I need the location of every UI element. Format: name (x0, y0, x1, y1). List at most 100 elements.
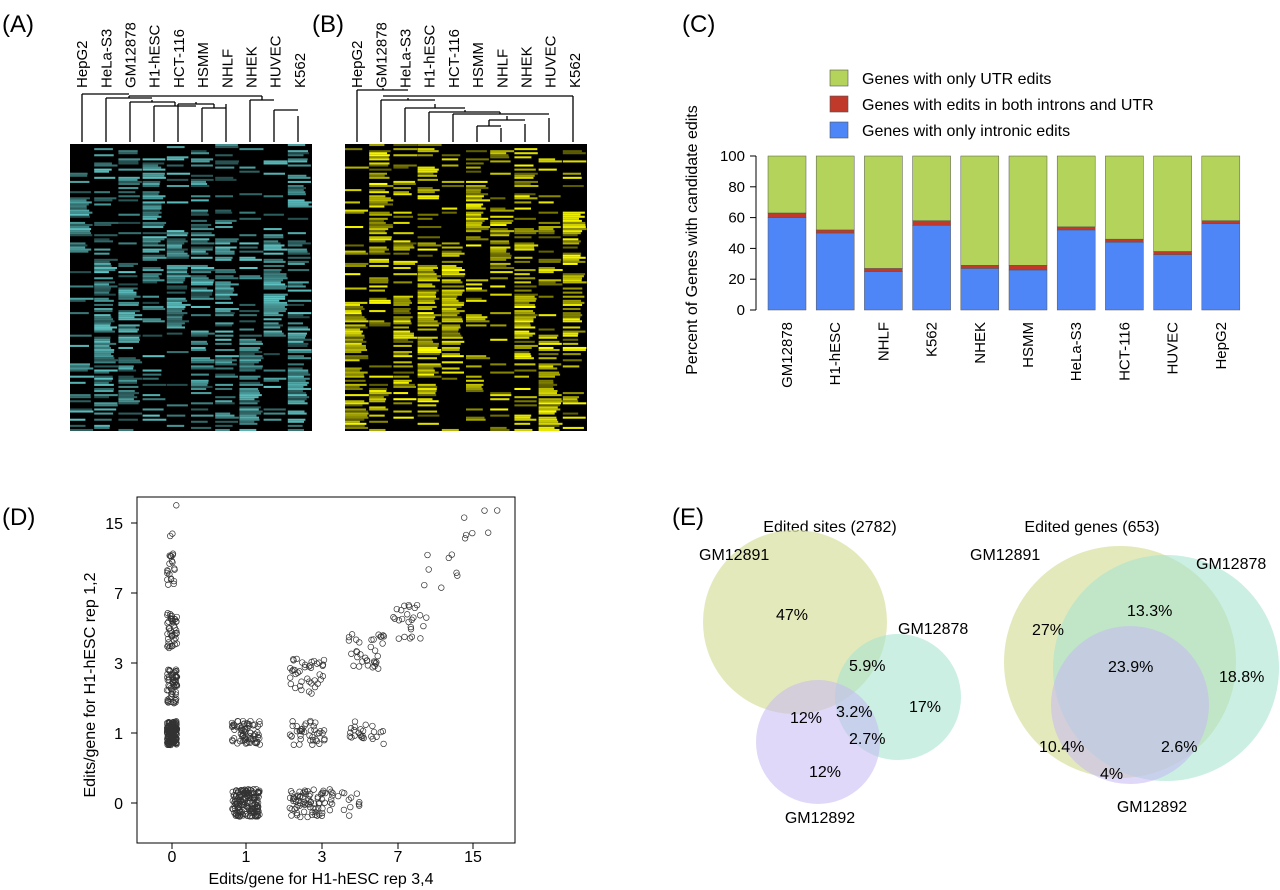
scatter-point (171, 719, 178, 727)
scatter-y-tick-label: 7 (114, 586, 123, 603)
heatmap-b-cell (538, 230, 555, 233)
heatmap-b-cell (514, 369, 537, 372)
heatmap-b-cell (441, 371, 464, 374)
venn-genes-title: Edited genes (653) (1024, 519, 1159, 536)
scatter-point (291, 806, 298, 813)
heatmap-b-cell (393, 246, 415, 249)
heatmap-b-cell (490, 264, 507, 267)
heatmap-b-cell (466, 416, 485, 419)
heatmap-b-cell (417, 174, 437, 177)
heatmap-b-cell (345, 326, 368, 329)
heatmap-a-cell (142, 191, 160, 194)
heatmap-b-cell (393, 242, 417, 245)
scatter-point (164, 576, 171, 583)
heatmap-b-cell (538, 406, 558, 409)
bar-segment (912, 225, 951, 311)
heatmap-b-cell (417, 349, 442, 352)
heatmap-a-cell (239, 381, 261, 384)
scatter-point (167, 532, 174, 540)
heatmap-b-cell (466, 279, 489, 282)
heatmap-b-cell (562, 273, 586, 276)
scatter-point (317, 676, 324, 683)
heatmap-b-cell (417, 297, 440, 300)
scatter-point (171, 677, 178, 685)
heatmap-b-cell (345, 287, 367, 290)
heatmap-a-cell (142, 242, 159, 245)
scatter-point (165, 674, 173, 681)
heatmap-a-cell (118, 385, 139, 388)
heatmap-b-cell (441, 361, 463, 364)
heatmap-b-cell (490, 271, 513, 274)
scatter-point (453, 569, 460, 576)
scatter-point (171, 641, 178, 648)
scatter-point (393, 605, 400, 613)
heatmap-a-cell (166, 303, 191, 306)
heatmap-a-cell (191, 264, 208, 267)
heatmap-a-cell (215, 338, 232, 341)
heatmap-b-cell (538, 385, 554, 388)
heatmap-a-cell (191, 287, 208, 290)
heatmap-b-cell (369, 258, 389, 261)
heatmap-a-cell (215, 275, 234, 278)
heatmap-b-cell (345, 264, 367, 267)
scatter-point (438, 584, 445, 591)
heatmap-a-cell (287, 349, 312, 352)
heatmap-a-cell (70, 410, 94, 413)
bar-segment (864, 271, 903, 311)
heatmap-a-cell (287, 189, 304, 192)
heatmap-a-cell (215, 334, 234, 337)
heatmap-b-cell (538, 314, 557, 317)
scatter-point (293, 728, 301, 735)
heatmap-b-cell (538, 424, 560, 427)
heatmap-a-cell (287, 367, 303, 370)
heatmap-a-column-label: NHLF (219, 49, 236, 88)
heatmap-a-cell (263, 301, 287, 304)
heatmap-a-cell (94, 383, 114, 386)
heatmap-a-cell (215, 402, 235, 405)
heatmap-a-cell (94, 281, 115, 284)
heatmap-a-cell (166, 322, 185, 325)
heatmap-a-cell (191, 277, 209, 280)
heatmap-a-cell (70, 334, 92, 337)
bar-segment (1105, 155, 1144, 240)
heatmap-a-cell (142, 195, 166, 198)
heatmap-a-cell (287, 412, 307, 415)
heatmap-b-cell (562, 279, 582, 282)
scatter-point (288, 812, 295, 819)
heatmap-a-cell (287, 248, 307, 251)
heatmap-b-cell (417, 316, 436, 319)
scatter-point (356, 802, 363, 809)
scatter-point (229, 736, 236, 744)
scatter-point (172, 682, 180, 689)
scatter-point (368, 733, 375, 740)
heatmap-b-cell (393, 295, 413, 298)
heatmap-a-cell (70, 271, 92, 274)
scatter-point (306, 678, 313, 685)
heatmap-b-cell (466, 383, 484, 386)
heatmap-a-cell (215, 330, 234, 333)
heatmap-b-cell (369, 205, 385, 208)
heatmap-b-cell (514, 285, 537, 288)
heatmap-b-cell (345, 387, 363, 390)
scatter-point (237, 809, 245, 816)
heatmap-a-cell (287, 351, 312, 354)
scatter-point (462, 531, 470, 539)
heatmap-a-cell (191, 295, 210, 298)
heatmap-a-cell (287, 383, 308, 386)
heatmap-a-cell (215, 195, 233, 198)
heatmap-b-cell (514, 332, 536, 335)
heatmap-b-cell (490, 223, 507, 226)
heatmap-b-cell (369, 365, 392, 368)
heatmap-a-cell (287, 205, 312, 208)
heatmap-a-cell (239, 369, 256, 372)
heatmap-b-cell (369, 285, 388, 288)
heatmap-b-cell (393, 318, 411, 321)
scatter-point (310, 657, 318, 665)
heatmap-a-cell (215, 211, 233, 214)
heatmap-b-cell (514, 156, 532, 159)
scatter-point (244, 812, 251, 820)
heatmap-a-cell (166, 250, 185, 253)
heatmap-b-cell (441, 377, 458, 380)
heatmap-b-cell (417, 414, 440, 417)
heatmap-b-cell (393, 385, 416, 388)
